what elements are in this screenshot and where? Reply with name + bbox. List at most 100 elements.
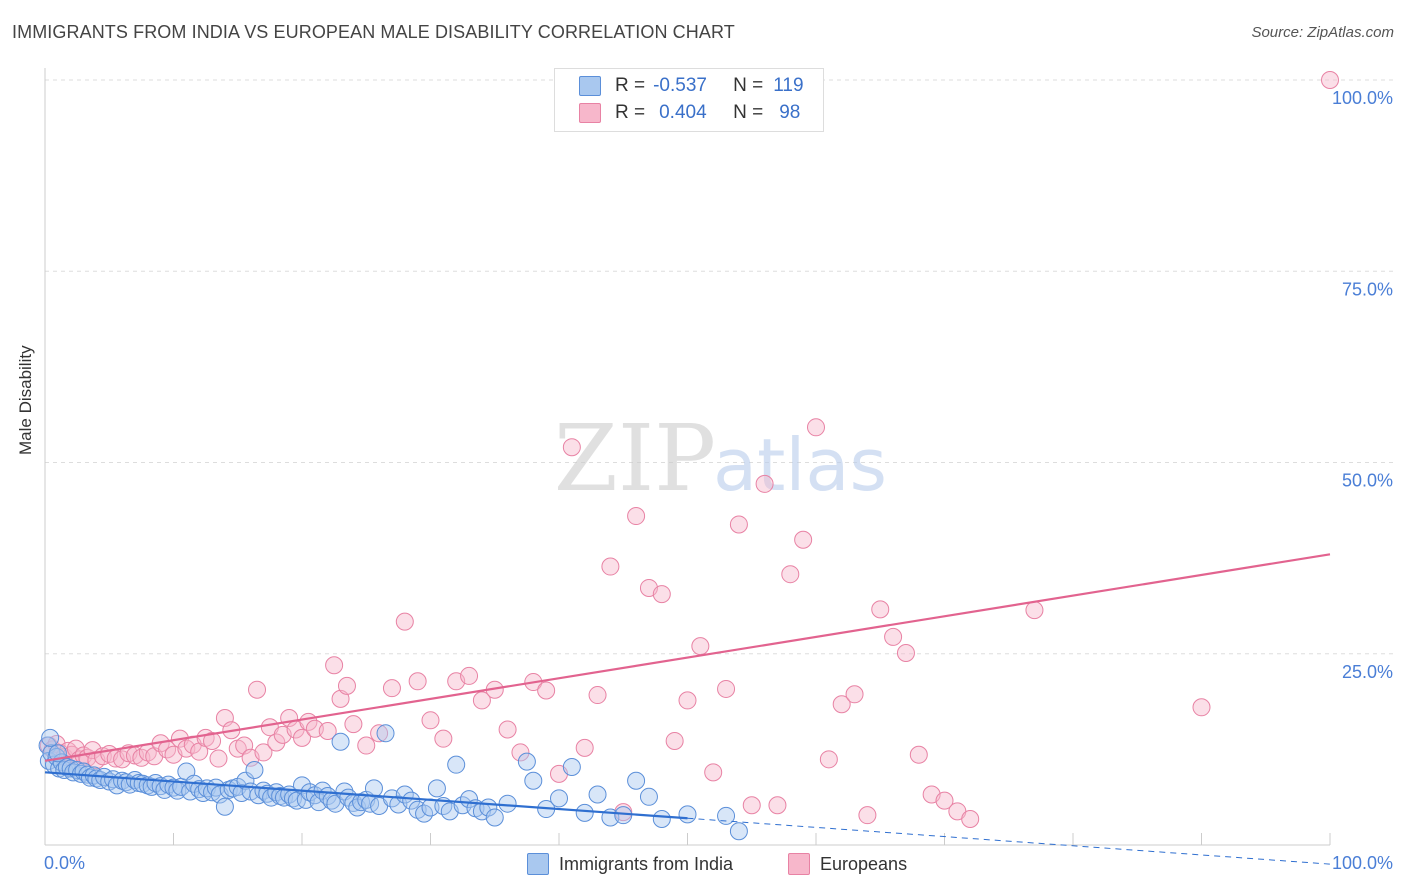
europeans-point xyxy=(896,643,915,662)
trend-lines xyxy=(44,553,1331,865)
y-tick-label: 25.0% xyxy=(1342,662,1393,682)
europeans-point xyxy=(575,738,594,757)
europeans-point xyxy=(203,731,222,750)
europeans-point xyxy=(498,720,517,739)
india-r-value: -0.537 xyxy=(653,75,707,96)
europeans-point xyxy=(267,733,286,752)
legend-row-india: R = -0.537 N = 119 xyxy=(579,74,804,98)
europeans-point xyxy=(729,515,748,534)
y-tick-label: 100.0% xyxy=(1332,88,1393,108)
india-point xyxy=(215,797,234,816)
europeans-r-label: R = xyxy=(615,102,646,123)
india-swatch xyxy=(579,76,601,96)
europeans-point xyxy=(318,722,337,741)
india-point xyxy=(41,728,60,747)
europeans-point xyxy=(665,731,684,750)
india-point xyxy=(550,789,568,808)
europeans-point xyxy=(1192,698,1211,717)
europeans-point xyxy=(935,791,954,810)
europeans-point xyxy=(794,530,813,549)
india-point xyxy=(614,806,633,825)
india-n-value: 119 xyxy=(773,75,804,96)
india-point xyxy=(652,809,671,828)
europeans-point xyxy=(337,676,356,695)
europeans-swatch xyxy=(579,103,601,123)
india-point xyxy=(146,774,165,793)
india-point xyxy=(517,752,536,771)
europeans-point xyxy=(344,715,363,734)
y-tick-label: 50.0% xyxy=(1342,471,1393,491)
source-label: Source: ZipAtlas.com xyxy=(1251,24,1394,41)
europeans-point xyxy=(382,679,401,698)
europeans-point xyxy=(768,796,787,815)
india-point xyxy=(678,805,697,824)
axes xyxy=(44,68,1331,846)
india-point xyxy=(447,755,466,774)
bottom-legend-europeans: Europeans xyxy=(788,852,907,876)
europeans-point xyxy=(742,796,761,815)
europeans-point xyxy=(325,656,344,675)
europeans-point xyxy=(408,672,427,691)
europeans-n-label: N = xyxy=(733,102,764,123)
europeans-point xyxy=(871,600,890,619)
bottom-legend-india: Immigrants from India xyxy=(527,852,733,876)
y-axis-label: Male Disability xyxy=(16,345,35,455)
europeans-n-value: 98 xyxy=(779,102,801,123)
europeans-point xyxy=(601,557,620,576)
europeans-point xyxy=(678,691,697,710)
watermark-zip: ZIP xyxy=(554,405,716,512)
europeans-point xyxy=(331,689,350,708)
bottom-europeans-label: Europeans xyxy=(820,853,908,874)
india-point xyxy=(485,808,504,827)
europeans-point xyxy=(421,711,440,730)
europeans-point xyxy=(472,691,491,710)
india-point xyxy=(639,787,658,806)
europeans-point xyxy=(961,809,980,828)
bottom-europeans-swatch xyxy=(788,853,810,875)
india-point xyxy=(245,761,264,780)
tick-labels: 25.0% 50.0% 75.0% 100.0% 0.0% 100.0% xyxy=(44,88,1393,873)
europeans-point xyxy=(588,686,607,705)
europeans-point xyxy=(357,736,376,755)
europeans-point xyxy=(858,806,877,825)
bottom-india-swatch xyxy=(527,853,549,875)
india-trend-line xyxy=(44,771,688,820)
india-point xyxy=(331,732,350,751)
europeans-point xyxy=(832,695,851,714)
europeans-point xyxy=(460,666,479,685)
legend-row-europeans: R = 0.404 N = 98 xyxy=(579,101,800,125)
europeans-point xyxy=(209,749,228,768)
europeans-point xyxy=(293,728,311,747)
europeans-point xyxy=(909,745,928,764)
bottom-india-label: Immigrants from India xyxy=(559,853,734,874)
india-point xyxy=(427,779,446,798)
europeans-point xyxy=(511,743,530,762)
india-point xyxy=(588,785,607,804)
europeans-point xyxy=(434,729,453,748)
europeans-point xyxy=(1321,71,1339,89)
europeans-point xyxy=(537,681,556,700)
india-point xyxy=(524,771,543,790)
india-point xyxy=(575,803,594,822)
europeans-point xyxy=(884,627,903,646)
india-point xyxy=(498,794,517,813)
india-point xyxy=(729,822,748,841)
x-tick-label: 0.0% xyxy=(44,853,85,873)
europeans-point xyxy=(395,612,414,631)
watermark: ZIP atlas xyxy=(554,405,887,512)
india-n-label: N = xyxy=(733,75,764,96)
europeans-point xyxy=(807,418,825,437)
europeans-point xyxy=(370,724,389,743)
india-point xyxy=(376,724,395,743)
india-point xyxy=(562,757,581,776)
chart-title: IMMIGRANTS FROM INDIA VS EUROPEAN MALE D… xyxy=(12,22,735,42)
india-r-label: R = xyxy=(615,75,646,96)
europeans-point xyxy=(717,679,736,698)
india-points xyxy=(38,724,748,841)
europeans-point xyxy=(845,685,864,704)
europeans-point xyxy=(781,565,800,584)
gridlines xyxy=(45,79,1394,655)
x-tick-label: 100.0% xyxy=(1332,853,1393,873)
india-point xyxy=(402,791,421,810)
